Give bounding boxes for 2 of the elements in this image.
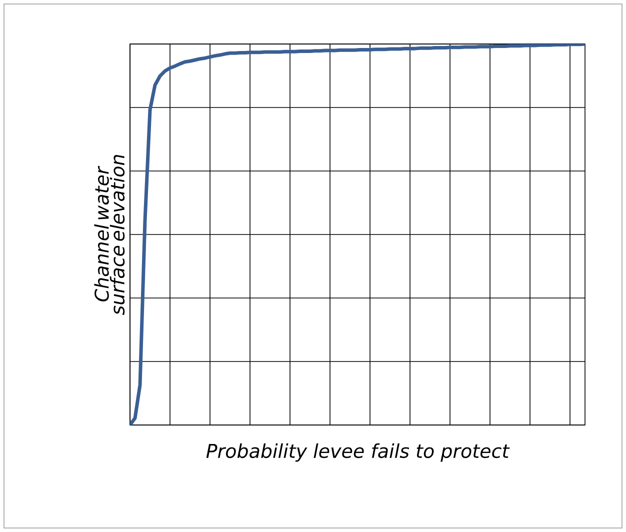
y-axis-title: Channel water surface elevation bbox=[94, 155, 125, 316]
x-axis-title: Probability levee fails to protect bbox=[206, 443, 510, 462]
